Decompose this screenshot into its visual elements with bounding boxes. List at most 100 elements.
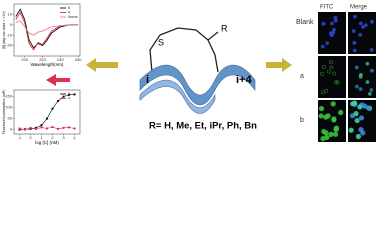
point <box>62 95 65 98</box>
y-tick-label: 10 <box>8 11 13 16</box>
bond <box>207 31 219 41</box>
point <box>73 127 76 130</box>
row-label: a <box>300 73 304 80</box>
cell <box>354 117 360 124</box>
point <box>57 100 59 102</box>
cell <box>352 40 357 45</box>
cell <box>320 136 326 142</box>
point <box>62 126 65 129</box>
cell <box>367 91 372 96</box>
point <box>46 127 48 130</box>
x-tick-label: 240 <box>57 57 64 62</box>
plot-frame <box>13 89 81 135</box>
cell <box>331 30 336 35</box>
cell <box>363 23 368 28</box>
series-line <box>15 8 79 49</box>
cell <box>352 100 358 106</box>
cell <box>321 21 326 26</box>
x-axis-label: log [C] (nM) <box>35 140 59 145</box>
cell <box>333 125 340 131</box>
x-tick-label: 3 <box>62 135 65 140</box>
cell <box>318 113 324 119</box>
cell <box>324 88 329 93</box>
y-tick-label: -10 <box>6 32 13 37</box>
arrow-right <box>266 58 292 72</box>
i-label: i <box>146 74 149 86</box>
cell <box>329 65 334 70</box>
x-tick-label: 260 <box>75 57 82 62</box>
legend-label: 6 <box>68 5 71 10</box>
x-tick-label: -1 <box>18 135 22 140</box>
cell <box>365 80 370 84</box>
cell <box>354 65 359 70</box>
legend-label: 4 <box>68 10 71 15</box>
x-tick-label: 4 <box>73 135 76 140</box>
legend-label: 6 <box>68 91 71 96</box>
y-tick-label: -20 <box>6 43 13 48</box>
helix <box>139 64 256 114</box>
i4-label: i+4 <box>236 74 252 86</box>
cell <box>358 115 365 121</box>
y-axis-label: Fluorescent polarization (mP) <box>2 90 6 134</box>
point <box>68 93 70 96</box>
series-line <box>15 20 79 36</box>
cell <box>326 69 331 74</box>
r-label: R <box>221 23 228 33</box>
x-tick-label: 200 <box>21 57 28 62</box>
point <box>35 127 37 130</box>
cell <box>325 41 330 46</box>
column-label: Merge <box>350 5 368 11</box>
point <box>24 128 26 131</box>
cell <box>329 60 333 65</box>
cell <box>335 80 340 85</box>
cell <box>370 19 374 24</box>
cell <box>333 18 338 23</box>
cell <box>358 21 363 26</box>
point <box>68 126 70 129</box>
cell <box>328 131 334 138</box>
ring <box>149 27 219 73</box>
legend-label: 4 <box>68 96 71 101</box>
sulfur-label: S <box>158 37 164 47</box>
x-tick-label: 2 <box>51 135 54 140</box>
cell <box>358 32 363 37</box>
y-tick-label: 0 <box>10 22 13 27</box>
point <box>57 127 59 130</box>
cell <box>352 48 357 53</box>
cell <box>338 109 344 116</box>
cell <box>323 114 329 120</box>
plot-frame <box>13 3 81 57</box>
y-tick-label: 100 <box>5 105 12 110</box>
cell <box>352 14 357 19</box>
y-tick-label: 50 <box>8 116 13 121</box>
cell <box>332 131 339 137</box>
cell <box>353 111 359 117</box>
point <box>18 127 21 130</box>
cell <box>355 133 362 140</box>
cell <box>318 105 325 112</box>
cell <box>357 104 363 110</box>
row-label: b <box>300 117 304 124</box>
point <box>51 107 54 110</box>
cell <box>320 90 325 95</box>
point <box>18 128 21 131</box>
point <box>51 125 54 128</box>
point <box>40 124 43 127</box>
x-tick-label: 220 <box>39 57 46 62</box>
cell <box>355 84 359 89</box>
point <box>40 126 43 129</box>
cell <box>331 117 337 123</box>
cell <box>365 61 370 66</box>
point <box>35 126 37 129</box>
figure: S R i i+4 R= H, Me, Et, iPr, Ph, Bn 200 2… <box>2 3 376 145</box>
point <box>29 126 32 129</box>
cell <box>369 88 374 92</box>
point <box>29 127 32 130</box>
y-tick-label: 150 <box>5 94 12 99</box>
cell <box>334 80 338 85</box>
point <box>46 117 48 120</box>
arrow-left <box>86 58 118 72</box>
row-label: Blank <box>296 19 314 26</box>
cell <box>358 87 363 92</box>
cell <box>369 48 374 52</box>
